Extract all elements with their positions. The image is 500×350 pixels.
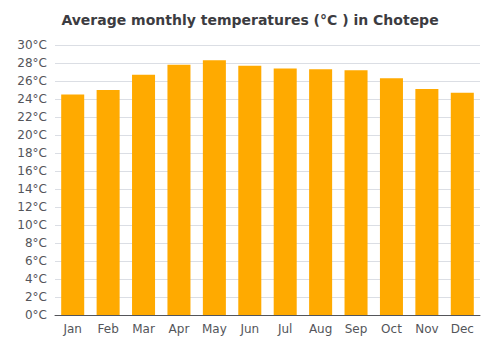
svg-text:Aug: Aug [309, 322, 332, 336]
svg-text:24°C: 24°C [17, 92, 47, 106]
svg-text:Jun: Jun [239, 322, 259, 336]
svg-text:Dec: Dec [451, 322, 474, 336]
svg-text:Nov: Nov [415, 322, 438, 336]
svg-text:20°C: 20°C [17, 128, 47, 142]
svg-text:12°C: 12°C [17, 200, 47, 214]
svg-text:2°C: 2°C [25, 290, 47, 304]
svg-text:Jan: Jan [62, 322, 82, 336]
svg-text:26°C: 26°C [17, 74, 47, 88]
svg-text:Average monthly temperatures (: Average monthly temperatures (°C ) in Ch… [61, 12, 438, 28]
svg-text:4°C: 4°C [25, 272, 47, 286]
svg-text:30°C: 30°C [17, 38, 47, 52]
svg-text:14°C: 14°C [17, 182, 47, 196]
svg-text:Sep: Sep [345, 322, 368, 336]
svg-text:Oct: Oct [381, 322, 402, 336]
svg-text:28°C: 28°C [17, 56, 47, 70]
svg-text:22°C: 22°C [17, 110, 47, 124]
svg-text:6°C: 6°C [25, 254, 47, 268]
svg-text:Feb: Feb [98, 322, 119, 336]
svg-text:0°C: 0°C [25, 308, 47, 322]
svg-text:Jul: Jul [277, 322, 292, 336]
svg-text:May: May [202, 322, 227, 336]
svg-text:16°C: 16°C [17, 164, 47, 178]
svg-text:8°C: 8°C [25, 236, 47, 250]
svg-text:Mar: Mar [132, 322, 155, 336]
svg-text:10°C: 10°C [17, 218, 47, 232]
svg-text:Apr: Apr [169, 322, 190, 336]
svg-text:18°C: 18°C [17, 146, 47, 160]
